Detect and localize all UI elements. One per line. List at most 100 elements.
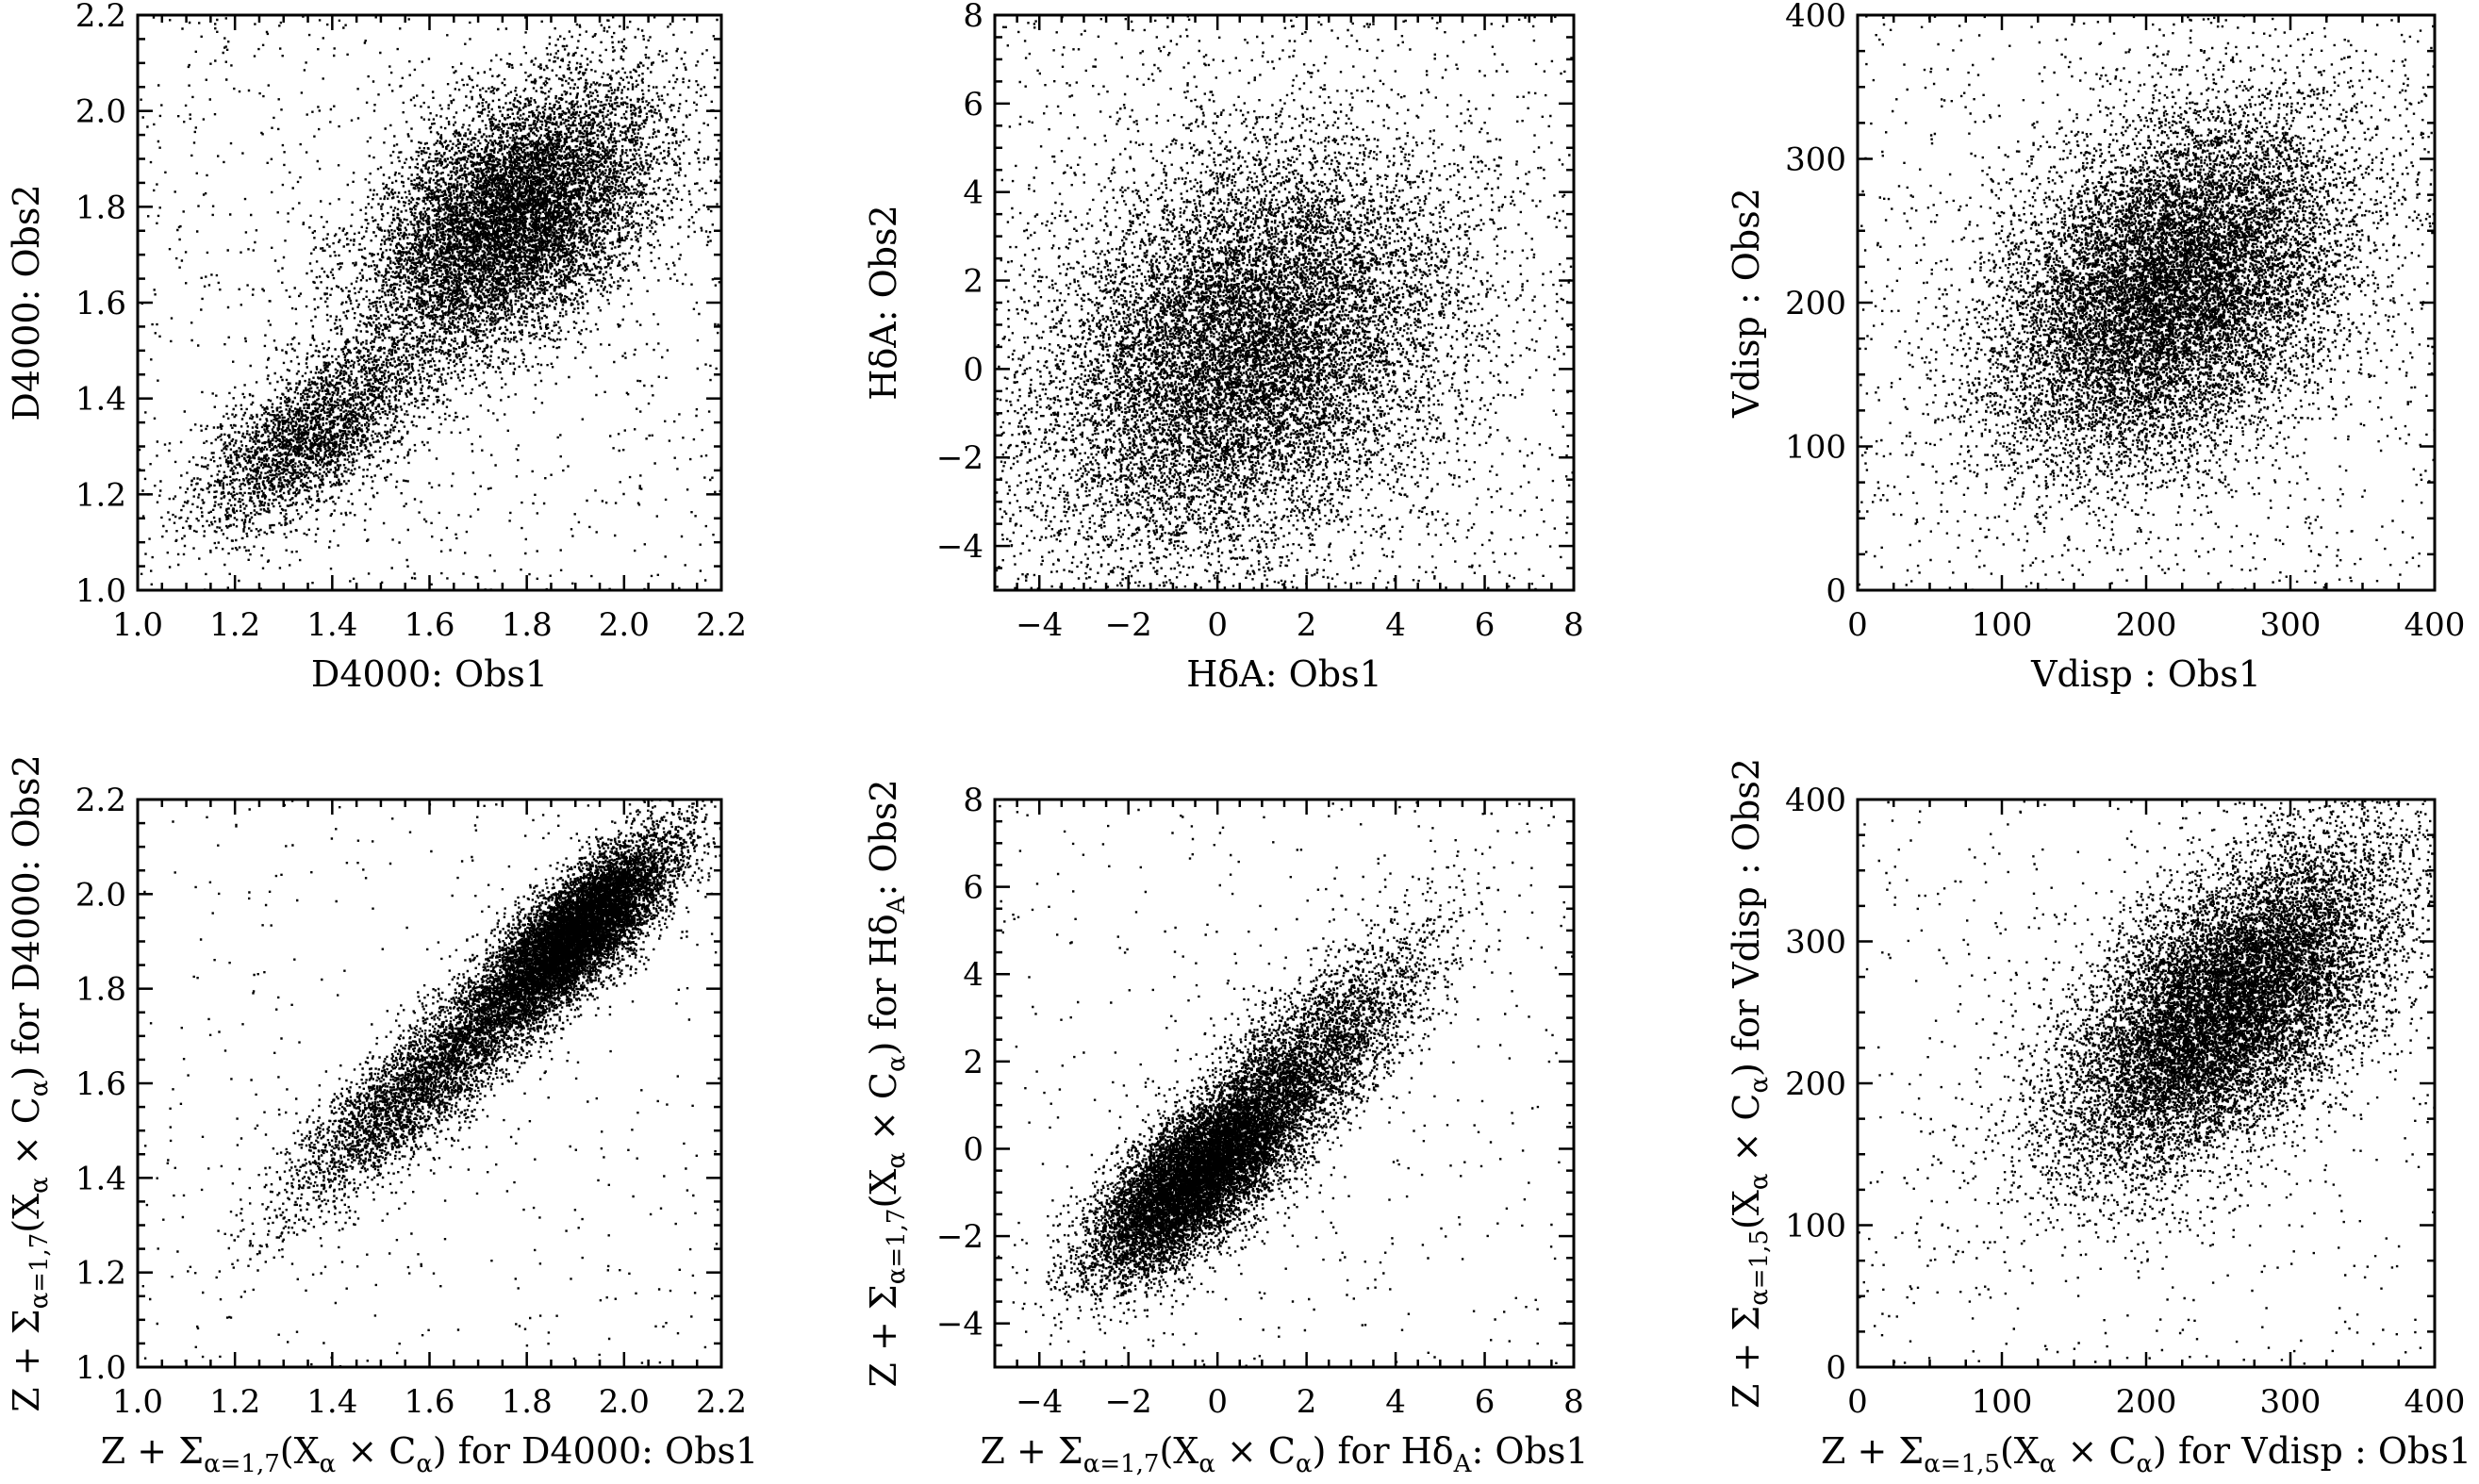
x-tick-label: 1.8 — [502, 606, 553, 644]
y-tick-label: 2.0 — [75, 876, 126, 914]
y-tick-label: 400 — [1785, 0, 1846, 35]
x-tick-label: 0 — [1207, 1383, 1228, 1421]
y-tick-label: −4 — [936, 1306, 983, 1344]
x-tick-label: 4 — [1385, 1383, 1406, 1421]
x-tick-label: −2 — [1105, 1383, 1152, 1421]
x-tick-label: 1.6 — [404, 606, 454, 644]
y-tick-label: 8 — [963, 0, 983, 35]
scatter-points — [994, 15, 1577, 594]
y-tick-label: 6 — [963, 869, 983, 907]
y-tick-label: 2 — [963, 1044, 983, 1081]
y-tick-label: 1.2 — [75, 476, 126, 514]
x-tick-label: 6 — [1475, 606, 1496, 644]
y-axis-label: D4000: Obs2 — [6, 184, 47, 420]
y-tick-label: 100 — [1785, 1208, 1846, 1245]
x-tick-label: 400 — [2405, 606, 2466, 644]
y-tick-label: 0 — [1826, 572, 1846, 610]
scatter-points — [1859, 13, 2438, 592]
x-tick-label: 1.2 — [209, 1383, 260, 1421]
x-tick-label: 1.0 — [112, 606, 163, 644]
x-tick-label: 2.0 — [599, 1383, 650, 1421]
y-tick-label: 2.2 — [75, 0, 126, 35]
y-tick-label: 1.4 — [75, 1160, 126, 1197]
x-tick-label: 1.2 — [209, 606, 260, 644]
x-tick-label: 1.8 — [502, 1383, 553, 1421]
x-tick-label: 1.0 — [112, 1383, 163, 1421]
x-axis-label: D4000: Obs1 — [311, 653, 548, 695]
y-tick-label: 200 — [1785, 1065, 1846, 1103]
x-tick-label: 100 — [1972, 606, 2033, 644]
panel-hdelta-model: −4 −2 0 2 4 6 8 −4 −2 0 2 4 6 8 Z + Σα=1,7(Xα × Cα) fo… — [863, 779, 1589, 1478]
y-tick-label: 2.2 — [75, 782, 126, 819]
y-axis-label: Z + Σα=1,7(Xα × Cα) for D4000: Obs2 — [6, 754, 54, 1411]
scatter-points — [998, 801, 1576, 1367]
x-axis-label: Vdisp : Obs1 — [2030, 653, 2261, 695]
x-tick-label: 1.4 — [306, 606, 357, 644]
x-tick-label: 400 — [2405, 1383, 2466, 1421]
x-tick-label: 2.0 — [599, 606, 650, 644]
scatter-points — [142, 798, 724, 1367]
x-tick-label: 6 — [1475, 1383, 1496, 1421]
x-tick-label: 0 — [1207, 606, 1228, 644]
y-tick-label: 400 — [1785, 782, 1846, 819]
scatter-points — [139, 14, 724, 593]
panel-vdisp-obs: 0 100 200 300 400 0 100 200 300 400 Vdisp : Obs1 Vd… — [1726, 0, 2465, 695]
y-tick-label: 200 — [1785, 285, 1846, 322]
scatter-points — [1859, 798, 2439, 1364]
y-tick-label: 1.6 — [75, 285, 126, 322]
x-axis-label: HδA: Obs1 — [1186, 653, 1382, 695]
x-tick-label: 4 — [1385, 606, 1406, 644]
y-tick-label: 1.6 — [75, 1065, 126, 1103]
y-tick-label: −2 — [936, 439, 983, 477]
x-tick-label: 2.2 — [696, 606, 747, 644]
y-tick-label: 8 — [963, 782, 983, 819]
panel-d4000-model: 1.0 1.2 1.4 1.6 1.8 2.0 2.2 1.0 1.2 1.4 1.6 1.8 2.0 2… — [6, 754, 758, 1478]
x-tick-label: −4 — [1016, 1383, 1063, 1421]
x-tick-label: 100 — [1972, 1383, 2033, 1421]
y-tick-label: 0 — [963, 351, 983, 388]
x-tick-label: 1.4 — [306, 1383, 357, 1421]
y-tick-label: 0 — [963, 1130, 983, 1168]
plot-frame — [995, 15, 1574, 590]
x-axis-label: Z + Σα=1,7(Xα × Cα) for HδA: Obs1 — [980, 1430, 1588, 1478]
y-tick-label: 300 — [1785, 924, 1846, 962]
y-tick-label: 1.8 — [75, 971, 126, 1009]
x-tick-label: 200 — [2116, 606, 2177, 644]
y-tick-label: 100 — [1785, 429, 1846, 467]
y-axis-label: Vdisp : Obs2 — [1726, 188, 1767, 419]
plot-frame — [138, 15, 721, 590]
y-tick-label: 4 — [963, 956, 983, 994]
y-axis-label: Z + Σα=1,7(Xα × Cα) for HδA: Obs2 — [863, 779, 911, 1387]
y-tick-label: 1.0 — [75, 1349, 126, 1387]
y-tick-label: 2.0 — [75, 93, 126, 131]
x-tick-label: 0 — [1847, 1383, 1868, 1421]
x-tick-label: 2 — [1297, 1383, 1317, 1421]
x-tick-label: −4 — [1016, 606, 1063, 644]
x-tick-label: 300 — [2260, 1383, 2322, 1421]
y-tick-label: 4 — [963, 174, 983, 212]
y-tick-label: 6 — [963, 86, 983, 124]
y-tick-label: 1.2 — [75, 1255, 126, 1293]
y-tick-label: 0 — [1826, 1349, 1846, 1387]
panel-d4000-obs: 1.0 1.2 1.4 1.6 1.8 2.0 2.2 1.0 1.2 1.4 1.6 1.8 2.0 2… — [6, 0, 747, 695]
y-tick-label: −4 — [936, 528, 983, 566]
panel-vdisp-model: 0 100 200 300 400 0 100 200 300 400 Z + Σα=1,5(Xα … — [1726, 758, 2471, 1478]
x-tick-label: 0 — [1847, 606, 1868, 644]
x-axis-label: Z + Σα=1,5(Xα × Cα) for Vdisp : Obs1 — [1821, 1430, 2471, 1478]
x-tick-label: 2.2 — [696, 1383, 747, 1421]
x-tick-label: 1.6 — [404, 1383, 454, 1421]
x-tick-label: 8 — [1563, 606, 1584, 644]
y-tick-label: −2 — [936, 1218, 983, 1256]
x-tick-label: 2 — [1297, 606, 1317, 644]
x-tick-label: 300 — [2260, 606, 2322, 644]
y-tick-label: 1.0 — [75, 572, 126, 610]
y-tick-label: 300 — [1785, 141, 1846, 179]
x-tick-label: 8 — [1563, 1383, 1584, 1421]
y-tick-label: 2 — [963, 263, 983, 301]
y-tick-label: 1.4 — [75, 381, 126, 419]
x-tick-label: 200 — [2116, 1383, 2177, 1421]
y-tick-label: 1.8 — [75, 189, 126, 226]
x-axis-label: Z + Σα=1,7(Xα × Cα) for D4000: Obs1 — [101, 1430, 758, 1478]
